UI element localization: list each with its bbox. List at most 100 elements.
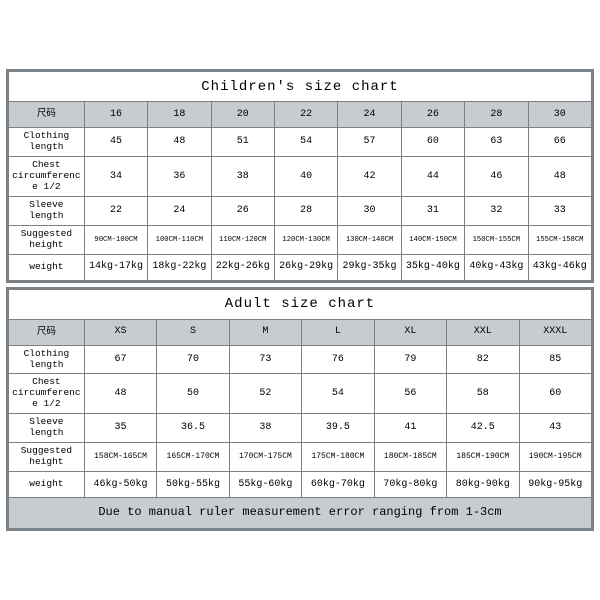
- table-row: Clothing length67707376798285: [9, 345, 592, 374]
- cell: 33: [528, 196, 591, 225]
- adult-title: Adult size chart: [9, 289, 592, 319]
- cell: 36: [148, 157, 211, 197]
- cell: 45: [84, 128, 147, 157]
- cell: 185CM-190CM: [447, 443, 519, 472]
- children-size-4: 24: [338, 102, 401, 128]
- cell: 46: [465, 157, 528, 197]
- cell: 38: [229, 414, 301, 443]
- cell: 80kg-90kg: [447, 471, 519, 497]
- children-size-6: 28: [465, 102, 528, 128]
- cell: 50: [157, 374, 229, 414]
- children-size-0: 16: [84, 102, 147, 128]
- cell: 120CM-130CM: [274, 225, 337, 254]
- adult-table: Adult size chart 尺码 XS S M L XL XXL XXXL…: [8, 289, 592, 529]
- cell: 34: [84, 157, 147, 197]
- cell: 29kg-35kg: [338, 254, 401, 280]
- cell: 155CM-158CM: [528, 225, 591, 254]
- adult-body: Clothing length67707376798285Chest circu…: [9, 345, 592, 497]
- children-size-5: 26: [401, 102, 464, 128]
- table-row: Sleeve length3536.53839.54142.543: [9, 414, 592, 443]
- row-label: Clothing length: [9, 345, 85, 374]
- children-size-7: 30: [528, 102, 591, 128]
- row-label: Sleeve length: [9, 196, 85, 225]
- table-row: Chest circumference 1/248505254565860: [9, 374, 592, 414]
- cell: 190CM-195CM: [519, 443, 592, 472]
- children-header-row: 尺码 16 18 20 22 24 26 28 30: [9, 102, 592, 128]
- cell: 48: [84, 374, 156, 414]
- cell: 46kg-50kg: [84, 471, 156, 497]
- cell: 60: [401, 128, 464, 157]
- children-table: Children's size chart 尺码 16 18 20 22 24 …: [8, 71, 592, 280]
- adult-size-label: 尺码: [9, 319, 85, 345]
- adult-size-0: XS: [84, 319, 156, 345]
- children-size-2: 20: [211, 102, 274, 128]
- cell: 170CM-175CM: [229, 443, 301, 472]
- cell: 35: [84, 414, 156, 443]
- cell: 43: [519, 414, 592, 443]
- cell: 158CM-165CM: [84, 443, 156, 472]
- cell: 44: [401, 157, 464, 197]
- cell: 55kg-60kg: [229, 471, 301, 497]
- table-row: weight14kg-17kg18kg-22kg22kg-26kg26kg-29…: [9, 254, 592, 280]
- cell: 28: [274, 196, 337, 225]
- cell: 150CM-155CM: [465, 225, 528, 254]
- cell: 43kg-46kg: [528, 254, 591, 280]
- cell: 22kg-26kg: [211, 254, 274, 280]
- cell: 73: [229, 345, 301, 374]
- cell: 14kg-17kg: [84, 254, 147, 280]
- cell: 58: [447, 374, 519, 414]
- adult-size-4: XL: [374, 319, 446, 345]
- cell: 63: [465, 128, 528, 157]
- adult-footer: Due to manual ruler measurement error ra…: [9, 497, 592, 528]
- adult-header-row: 尺码 XS S M L XL XXL XXXL: [9, 319, 592, 345]
- cell: 100CM-110CM: [148, 225, 211, 254]
- children-body: Clothing length4548515457606366Chest cir…: [9, 128, 592, 280]
- cell: 76: [302, 345, 374, 374]
- adult-title-row: Adult size chart: [9, 289, 592, 319]
- cell: 48: [148, 128, 211, 157]
- cell: 40: [274, 157, 337, 197]
- adult-footer-row: Due to manual ruler measurement error ra…: [9, 497, 592, 528]
- cell: 42.5: [447, 414, 519, 443]
- cell: 22: [84, 196, 147, 225]
- cell: 82: [447, 345, 519, 374]
- cell: 175CM-180CM: [302, 443, 374, 472]
- cell: 180CM-185CM: [374, 443, 446, 472]
- children-title: Children's size chart: [9, 72, 592, 102]
- adult-size-chart: Adult size chart 尺码 XS S M L XL XXL XXXL…: [6, 287, 594, 531]
- children-size-3: 22: [274, 102, 337, 128]
- adult-size-5: XXL: [447, 319, 519, 345]
- cell: 60kg-70kg: [302, 471, 374, 497]
- table-row: Suggested height90CM-100CM100CM-110CM110…: [9, 225, 592, 254]
- cell: 36.5: [157, 414, 229, 443]
- cell: 50kg-55kg: [157, 471, 229, 497]
- row-label: Sleeve length: [9, 414, 85, 443]
- cell: 26: [211, 196, 274, 225]
- adult-size-3: L: [302, 319, 374, 345]
- children-size-1: 18: [148, 102, 211, 128]
- cell: 18kg-22kg: [148, 254, 211, 280]
- cell: 66: [528, 128, 591, 157]
- cell: 32: [465, 196, 528, 225]
- row-label: Suggested height: [9, 225, 85, 254]
- cell: 54: [274, 128, 337, 157]
- adult-size-1: S: [157, 319, 229, 345]
- table-row: Sleeve length2224262830313233: [9, 196, 592, 225]
- cell: 30: [338, 196, 401, 225]
- cell: 24: [148, 196, 211, 225]
- cell: 52: [229, 374, 301, 414]
- table-row: Clothing length4548515457606366: [9, 128, 592, 157]
- table-row: Suggested height158CM-165CM165CM-170CM17…: [9, 443, 592, 472]
- cell: 48: [528, 157, 591, 197]
- cell: 90CM-100CM: [84, 225, 147, 254]
- cell: 56: [374, 374, 446, 414]
- row-label: weight: [9, 254, 85, 280]
- cell: 60: [519, 374, 592, 414]
- children-size-chart: Children's size chart 尺码 16 18 20 22 24 …: [6, 69, 594, 282]
- cell: 26kg-29kg: [274, 254, 337, 280]
- row-label: Suggested height: [9, 443, 85, 472]
- cell: 40kg-43kg: [465, 254, 528, 280]
- row-label: Chest circumference 1/2: [9, 374, 85, 414]
- cell: 85: [519, 345, 592, 374]
- row-label: weight: [9, 471, 85, 497]
